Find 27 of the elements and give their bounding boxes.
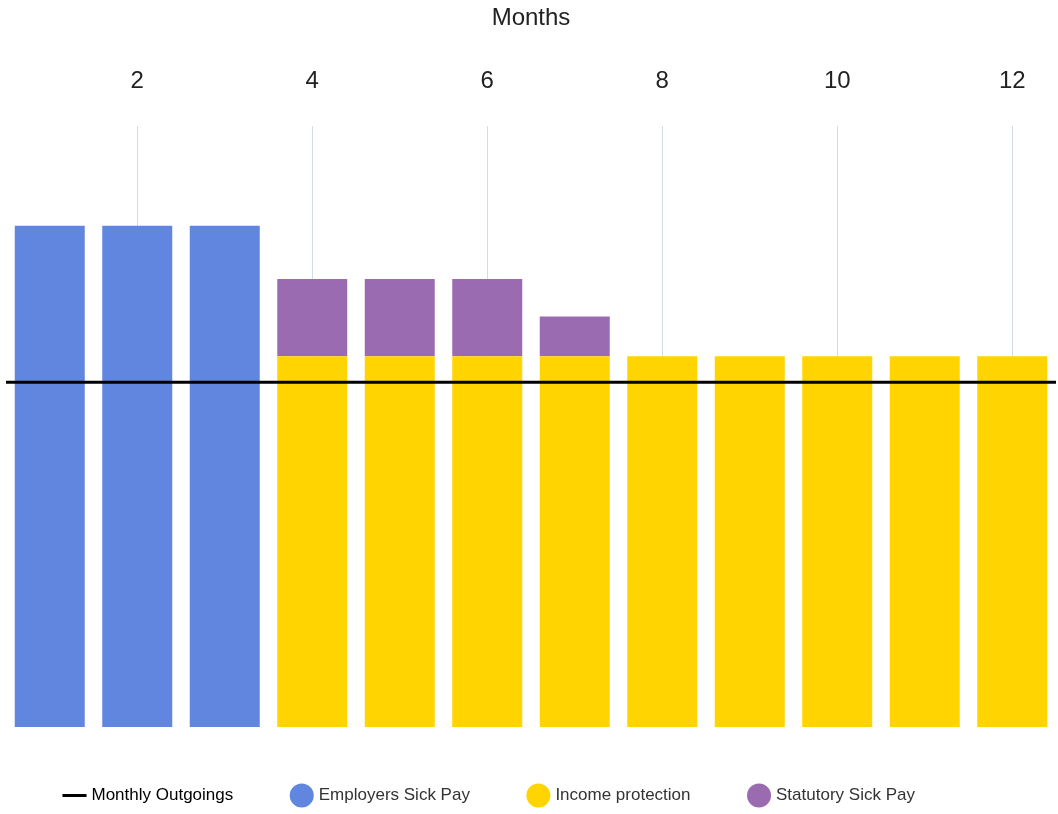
legend-label: Monthly Outgoings bbox=[91, 785, 234, 805]
x-tick-label: 4 bbox=[305, 65, 319, 93]
x-tick-label: 6 bbox=[480, 65, 494, 93]
x-axis-title: Months bbox=[491, 3, 571, 31]
bar bbox=[977, 356, 1048, 727]
bar bbox=[14, 225, 85, 727]
x-tick-label: 12 bbox=[998, 65, 1026, 93]
bar bbox=[364, 356, 435, 727]
legend-label: Employers Sick Pay bbox=[318, 785, 471, 805]
x-tick-label: 2 bbox=[130, 65, 144, 93]
bar bbox=[102, 225, 173, 727]
x-tick-label: 8 bbox=[655, 65, 669, 93]
bar bbox=[452, 278, 523, 357]
bar bbox=[452, 356, 523, 727]
bar bbox=[364, 278, 435, 357]
bar bbox=[277, 278, 348, 357]
bar bbox=[277, 356, 348, 727]
bar bbox=[802, 356, 873, 727]
bar bbox=[539, 356, 610, 727]
bar bbox=[889, 356, 960, 727]
bar bbox=[714, 356, 785, 727]
bar bbox=[539, 316, 610, 357]
x-tick-label: 10 bbox=[823, 65, 851, 93]
legend-label: Statutory Sick Pay bbox=[776, 785, 916, 805]
legend-label: Income protection bbox=[555, 785, 691, 805]
bar bbox=[189, 225, 260, 727]
bar bbox=[627, 356, 698, 727]
